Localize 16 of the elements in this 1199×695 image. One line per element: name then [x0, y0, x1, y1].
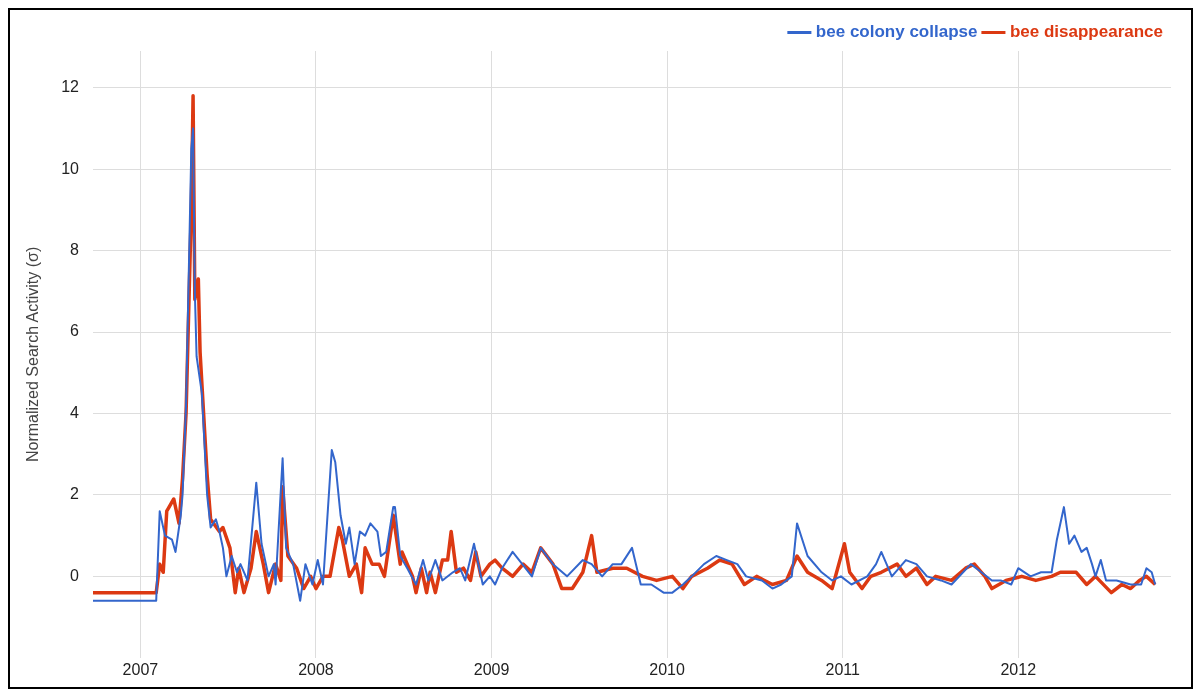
legend-label: bee disappearance [1009, 22, 1163, 42]
x-tick-label: 2008 [298, 660, 334, 678]
y-tick-label: 2 [70, 485, 80, 503]
x-tick-label: 2010 [649, 660, 686, 678]
y-tick-label: 10 [61, 159, 80, 177]
y-tick-label: 8 [70, 240, 80, 258]
x-tick-label: 2007 [122, 660, 159, 678]
x-tick-label: 2012 [1000, 660, 1037, 678]
x-tick-label: 2011 [825, 660, 860, 678]
y-axis-title: Normalized Search Activity (σ) [24, 246, 42, 463]
y-tick-label: 6 [70, 322, 80, 340]
y-tick-label: 0 [70, 566, 80, 584]
y-tick-label: 4 [70, 403, 80, 421]
x-tick-label: 2009 [473, 660, 510, 678]
legend-label: bee colony collapse [815, 22, 978, 42]
y-tick-label: 12 [61, 78, 80, 96]
